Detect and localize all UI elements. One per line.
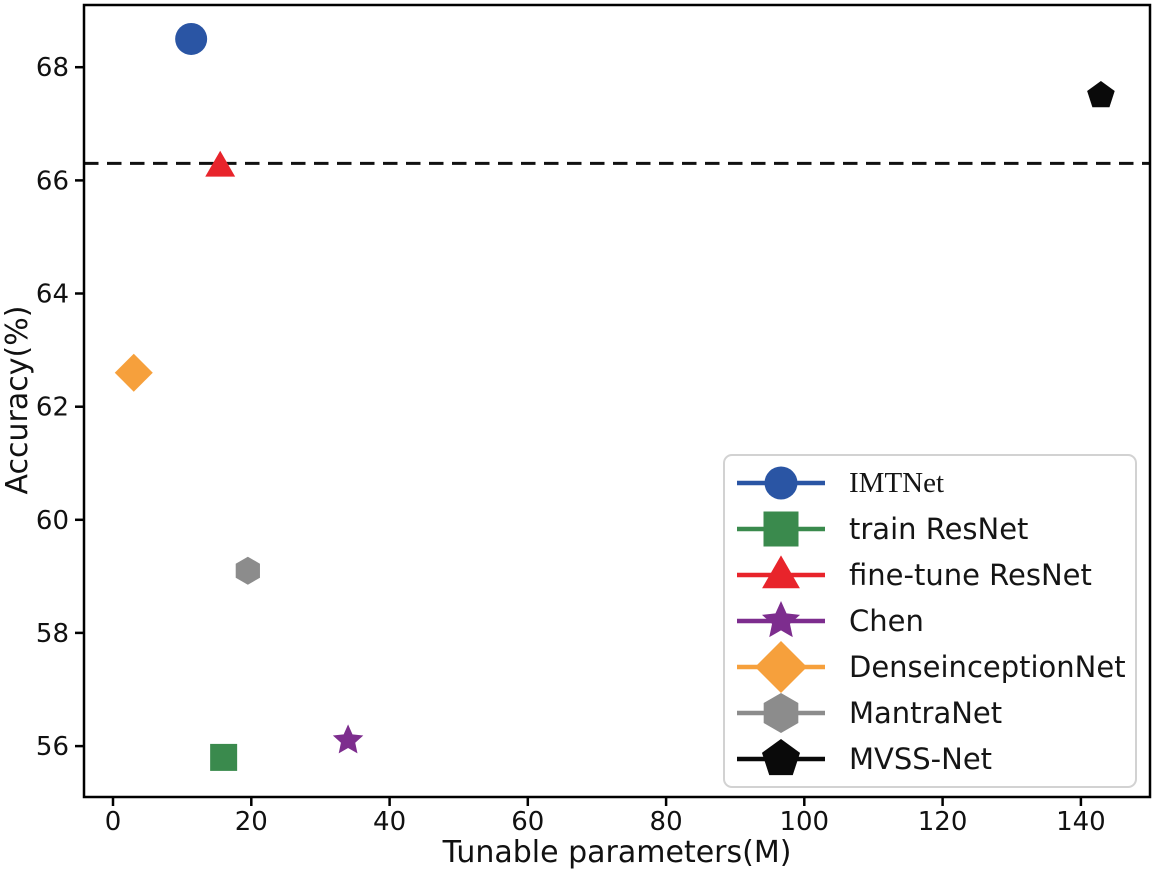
diamond-marker: [755, 641, 807, 693]
x-tick-label: 140: [1056, 807, 1106, 837]
hexagon-marker: [763, 693, 799, 733]
legend-label: MantraNet: [849, 695, 1003, 730]
circle-icon: [737, 466, 825, 500]
legend-label: DenseinceptionNet: [849, 649, 1126, 684]
y-tick-label: 66: [36, 166, 69, 196]
axes-spines: [82, 3, 1152, 799]
y-tick-label: 56: [36, 732, 69, 762]
legend-item-train-resnet: train ResNet: [735, 506, 1129, 552]
legend-label: fine-tune ResNet: [849, 557, 1092, 592]
y-tick-label: 68: [36, 53, 69, 83]
x-tick-label: 0: [105, 807, 122, 837]
square-icon: [737, 511, 825, 547]
legend-label: IMTNet: [849, 466, 945, 499]
triangle-marker: [762, 555, 800, 589]
legend-item-denseinceptionnet: DenseinceptionNet: [735, 641, 1129, 693]
y-axis-title: Accuracy(%): [0, 306, 35, 495]
data-point-imtnet: [175, 22, 208, 55]
legend-item-fine-tune-resnet: fine-tune ResNet: [735, 552, 1129, 598]
x-tick-label: 40: [373, 807, 406, 837]
circle-marker: [764, 466, 798, 500]
legend-item-mvss-net: MVSS-Net: [735, 736, 1129, 782]
pentagon-icon: [737, 739, 825, 776]
star-icon: [737, 601, 825, 638]
x-tick-label: 100: [779, 807, 829, 837]
star-marker: [761, 601, 801, 638]
legend-label: MVSS-Net: [849, 741, 993, 776]
data-point-fine-tune-resnet: [205, 150, 236, 177]
x-tick-label: 20: [235, 807, 268, 837]
x-tick-label: 120: [918, 807, 968, 837]
y-tick-label: 62: [36, 393, 69, 423]
y-tick-label: 64: [36, 280, 69, 310]
x-tick-label: 60: [511, 807, 544, 837]
diamond-icon: [737, 641, 825, 693]
y-tick-label: 60: [36, 506, 69, 536]
data-point-chen: [332, 724, 364, 754]
data-point-denseinceptionnet: [114, 353, 153, 392]
legend-item-imtnet: IMTNet: [735, 460, 1129, 506]
triangle-icon: [737, 555, 825, 589]
data-point-mvss-net: [1087, 81, 1115, 108]
x-tick-label: 80: [650, 807, 683, 837]
data-point-mantranet: [235, 556, 260, 585]
hexagon-icon: [737, 693, 825, 733]
legend-item-mantranet: MantraNet: [735, 690, 1129, 736]
pentagon-marker: [761, 739, 801, 776]
square-marker: [763, 511, 799, 547]
x-axis-title: Tunable parameters(M): [442, 835, 792, 870]
plot-area: 0 20 40 60 80 100 120 140 56 58 60 62 64 66 68: [36, 3, 1152, 837]
legend-label: Chen: [849, 603, 924, 638]
legend-item-chen: Chen: [735, 598, 1129, 644]
y-tick-label: 58: [36, 619, 69, 649]
legend: IMTNet train ResNet fine-tune ResNet Chen De…: [723, 454, 1137, 788]
legend-label: train ResNet: [849, 511, 1029, 546]
data-point-train-resnet: [210, 743, 238, 771]
